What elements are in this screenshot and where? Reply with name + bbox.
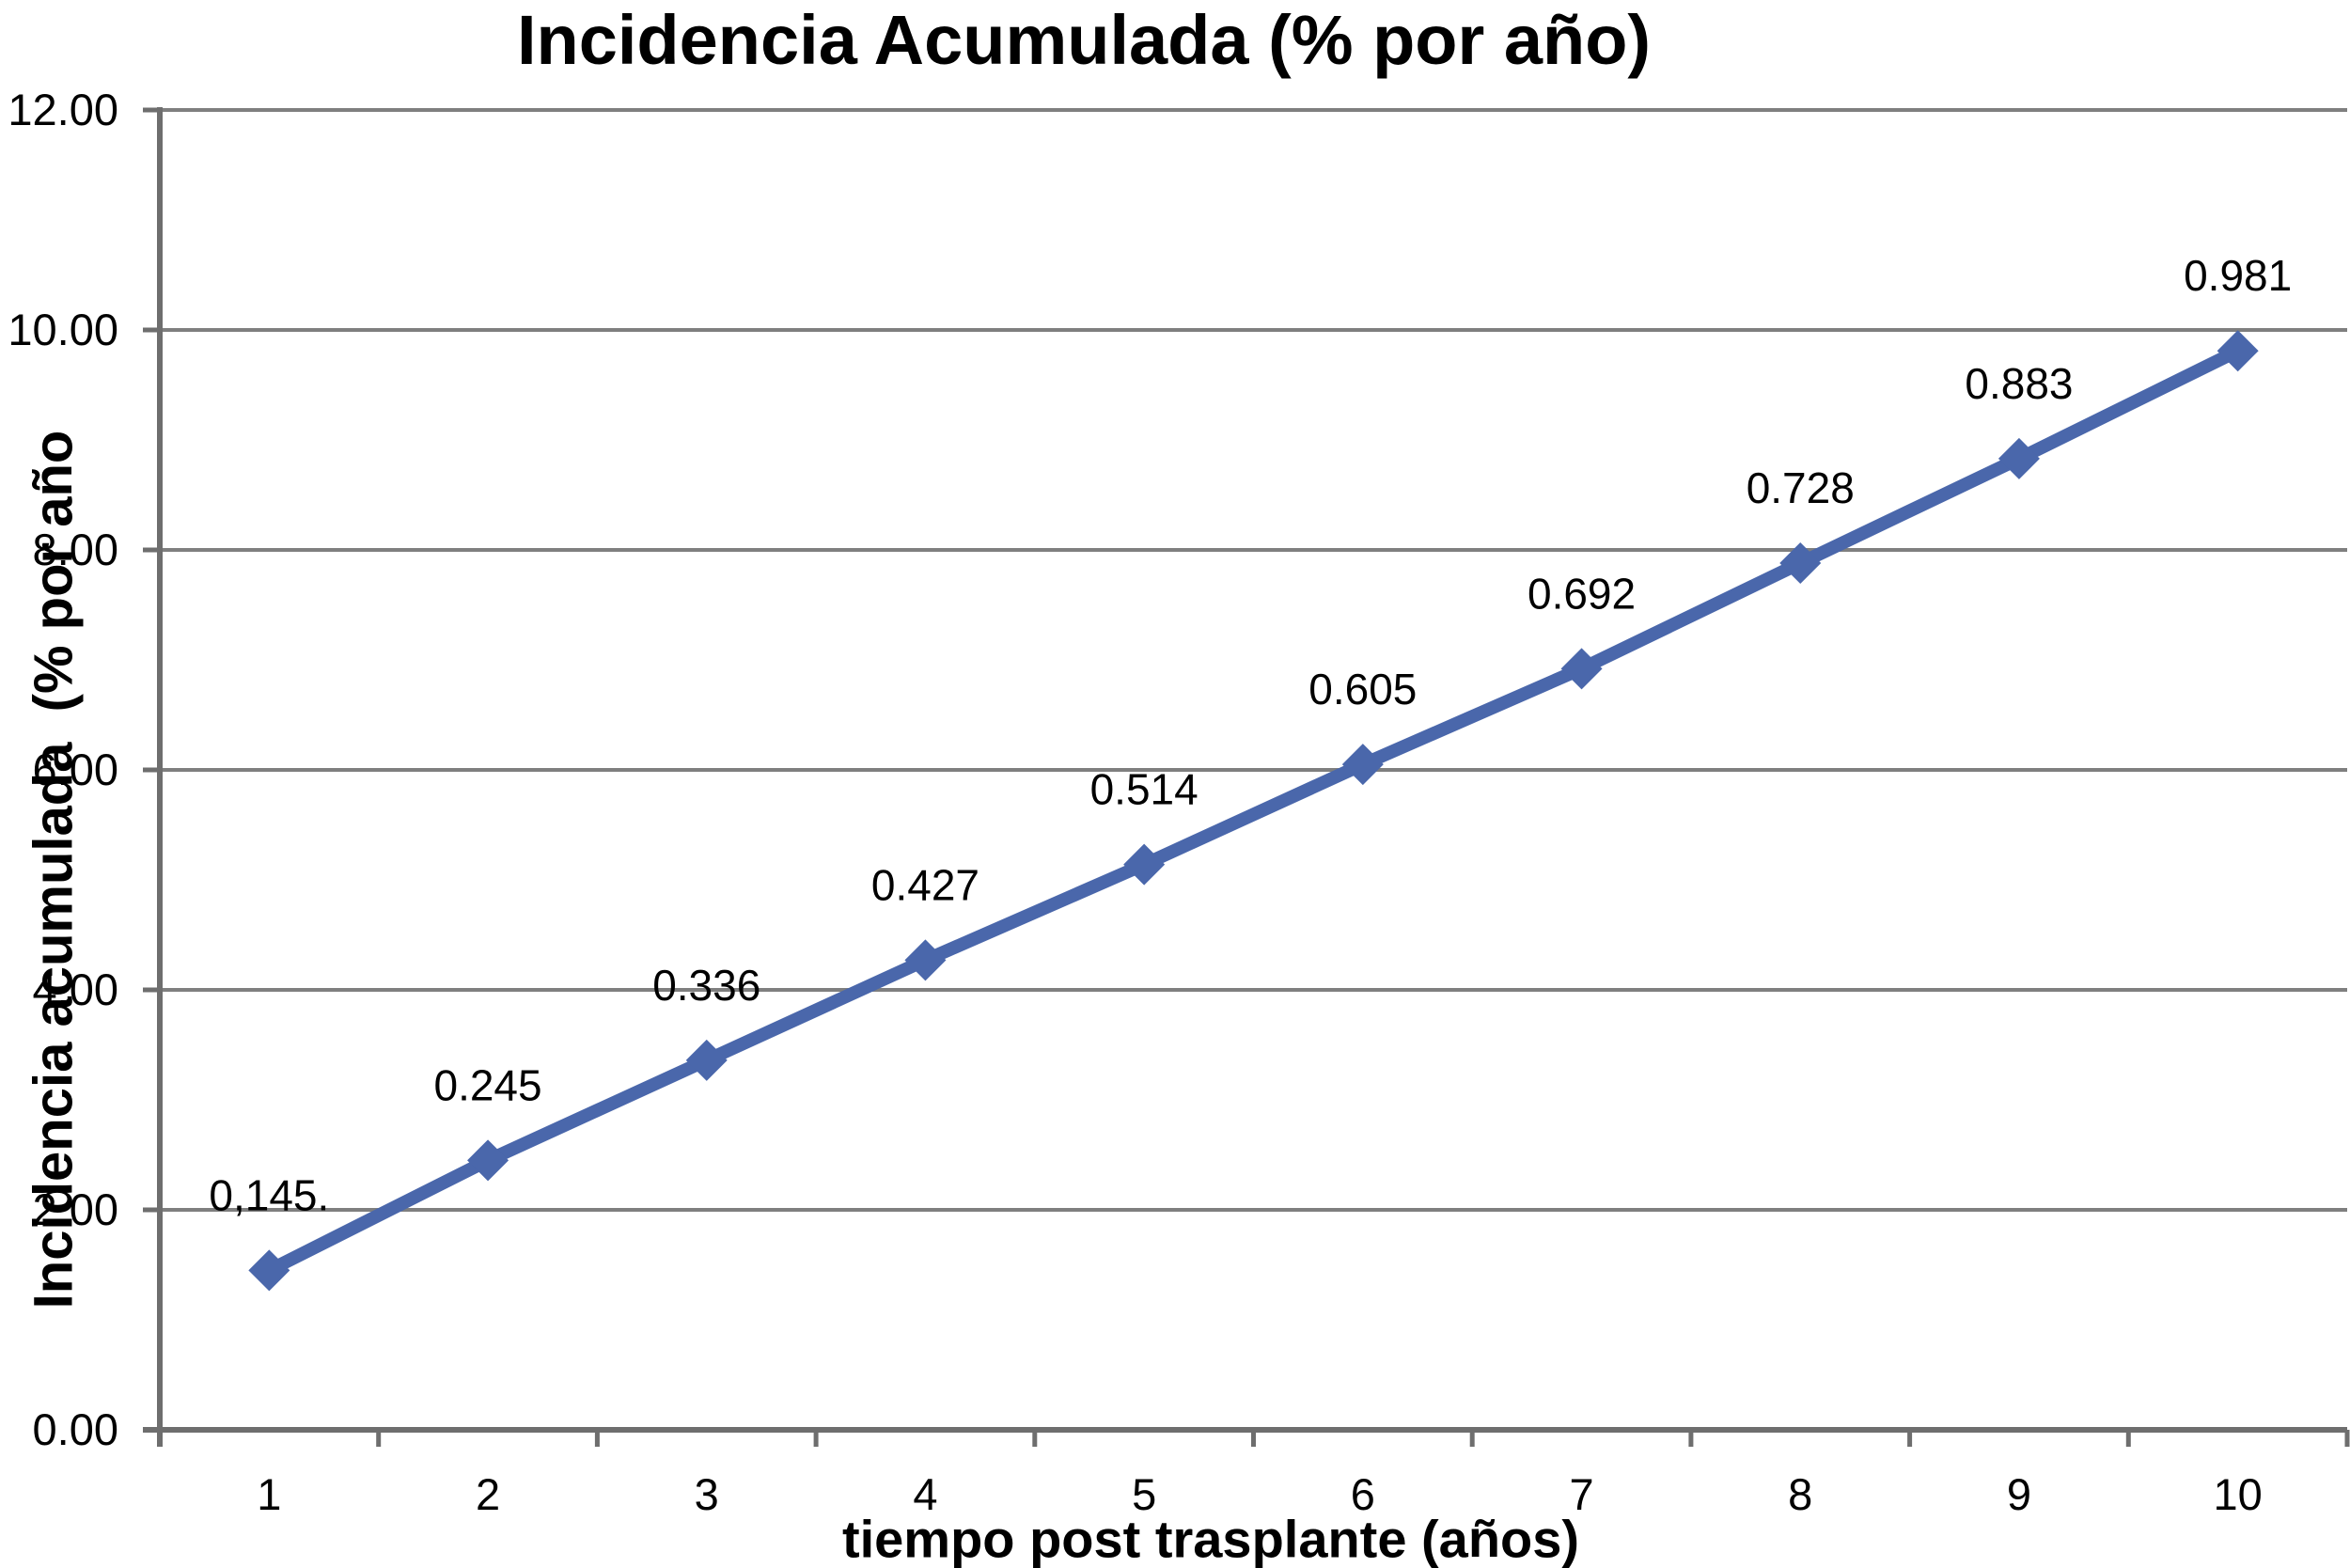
data-label: 0.883 [1965, 359, 2073, 408]
data-label: 0.981 [2184, 251, 2292, 300]
data-label: 0.427 [871, 860, 979, 909]
data-label: 0.605 [1308, 665, 1417, 713]
series-marker [1998, 437, 2040, 479]
y-tick-label: 8.00 [33, 525, 118, 574]
series-marker [904, 939, 947, 981]
data-label: 0.245 [433, 1060, 541, 1109]
data-label: 0,145. [209, 1170, 329, 1219]
y-axis-title: Incidencia acumulada (% por año [23, 430, 85, 1309]
series-marker [2217, 330, 2259, 372]
y-tick-label: 2.00 [33, 1184, 118, 1234]
data-label: 0.514 [1090, 765, 1198, 814]
series-marker [1341, 744, 1384, 786]
x-tick-label: 3 [695, 1469, 719, 1519]
y-tick-label: 0.00 [33, 1404, 118, 1454]
series-marker [1123, 843, 1166, 886]
data-label: 0.336 [652, 961, 760, 1010]
x-tick-label: 2 [476, 1469, 500, 1519]
x-tick-label: 6 [1351, 1469, 1375, 1519]
series-marker [1779, 542, 1822, 585]
chart-title: Incidencia Acumulada (% por año) [516, 1, 1652, 79]
x-tick-label: 5 [1132, 1469, 1156, 1519]
data-label: 0.692 [1528, 569, 1636, 618]
y-tick-label: 4.00 [33, 964, 118, 1014]
x-tick-label: 7 [1569, 1469, 1593, 1519]
series-marker [467, 1139, 509, 1182]
x-tick-label: 8 [1788, 1469, 1812, 1519]
y-tick-label: 12.00 [8, 85, 118, 134]
data-label: 0.728 [1747, 463, 1855, 512]
series-marker [248, 1249, 290, 1292]
x-tick-label: 1 [257, 1469, 281, 1519]
y-tick-label: 10.00 [8, 305, 118, 354]
series-line [262, 344, 2245, 1278]
x-tick-label: 4 [913, 1469, 937, 1519]
x-tick-label: 10 [2214, 1469, 2263, 1519]
x-axis-title: tiempo post trasplante (años) [841, 1509, 1580, 1568]
x-tick-label: 9 [2007, 1469, 2031, 1519]
series-marker [685, 1039, 728, 1081]
y-tick-label: 6.00 [33, 745, 118, 794]
series-marker [1560, 648, 1603, 690]
